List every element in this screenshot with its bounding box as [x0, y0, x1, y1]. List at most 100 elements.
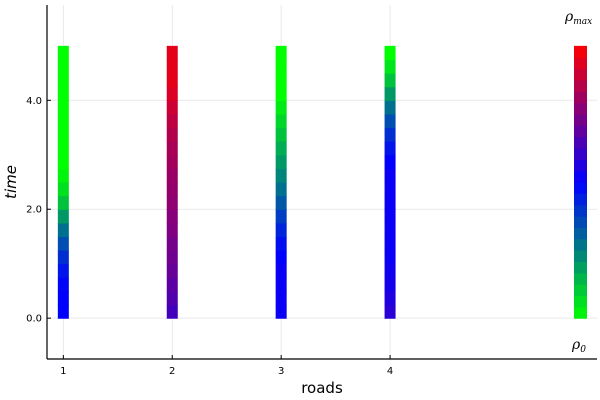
colorbar-cell	[574, 284, 587, 297]
density-cell	[275, 113, 287, 129]
density-cell	[384, 195, 396, 210]
colorbar-max-symbol: ρ	[564, 9, 574, 25]
colorbar-cell	[574, 102, 587, 115]
density-cell	[275, 209, 287, 224]
colorbar-cell	[574, 147, 587, 160]
density-cell	[384, 250, 396, 265]
density-cell	[57, 236, 69, 251]
ticks: 1 2 3 4 0.0 2.0 4.0	[26, 96, 393, 377]
colorbar-cell	[574, 306, 587, 319]
density-cell	[166, 263, 178, 278]
density-cell	[57, 127, 69, 142]
y-tick-label: 4.0	[26, 96, 42, 107]
x-tick-label: 1	[60, 366, 66, 377]
colorbar-cell	[574, 261, 587, 274]
density-cell	[166, 209, 178, 224]
density-cell	[275, 100, 287, 115]
density-cell	[166, 100, 178, 115]
colorbar-cell	[574, 79, 587, 92]
density-cell	[384, 73, 396, 88]
colorbar-min-label: ρ0	[571, 337, 586, 355]
density-cell	[275, 304, 287, 319]
density-cell	[166, 154, 178, 169]
y-axis-label: time	[2, 165, 20, 199]
density-cell	[275, 236, 287, 251]
density-cell	[166, 86, 178, 101]
density-cell	[275, 86, 287, 101]
density-cell	[384, 290, 396, 306]
density-cell	[166, 59, 178, 74]
density-cell	[166, 195, 178, 210]
density-cell	[57, 222, 69, 238]
x-tick-label: 4	[387, 366, 393, 377]
density-cell	[275, 154, 287, 169]
density-cell	[275, 277, 287, 292]
road-bar-3	[275, 45, 287, 319]
density-cell	[166, 127, 178, 142]
road-bar-2	[166, 45, 178, 319]
colorbar-cell	[574, 204, 587, 217]
density-cell	[275, 195, 287, 210]
density-cell	[166, 277, 178, 292]
density-cell	[166, 236, 178, 251]
density-cell	[384, 263, 396, 278]
density-cell	[57, 59, 69, 74]
density-cell	[384, 277, 396, 292]
density-cell	[275, 59, 287, 74]
density-cell	[384, 86, 396, 101]
density-cell	[384, 45, 396, 61]
density-cell	[166, 250, 178, 265]
colorbar-cell	[574, 216, 587, 228]
density-cell	[275, 73, 287, 88]
density-cell	[166, 290, 178, 306]
density-cell	[384, 182, 396, 197]
colorbar-cell	[574, 295, 587, 308]
density-cell	[384, 236, 396, 251]
density-cell	[384, 113, 396, 129]
density-cell	[384, 154, 396, 169]
colorbar-cell	[574, 57, 587, 70]
density-cell	[275, 222, 287, 238]
density-cell	[166, 73, 178, 88]
density-cell	[384, 59, 396, 74]
density-cell	[384, 168, 396, 183]
density-cell	[275, 182, 287, 197]
density-cell	[275, 168, 287, 183]
colorbar-cell	[574, 113, 587, 126]
density-cell	[57, 113, 69, 129]
density-cell	[275, 45, 287, 61]
road-bar-4	[384, 45, 396, 319]
density-cell	[57, 86, 69, 101]
x-tick-label: 3	[278, 366, 284, 377]
density-cell	[384, 222, 396, 238]
density-cell	[166, 141, 178, 156]
y-tick-label: 2.0	[26, 205, 42, 216]
colorbar-cell	[574, 193, 587, 206]
colorbar-cell	[574, 68, 587, 81]
colorbar-cell	[574, 227, 587, 240]
density-cell	[57, 250, 69, 265]
road-bars	[57, 45, 396, 319]
density-cell	[166, 182, 178, 197]
density-cell	[384, 141, 396, 156]
colorbar-cell	[574, 250, 587, 263]
density-cell	[166, 222, 178, 238]
density-cell	[57, 182, 69, 197]
density-cell	[57, 45, 69, 61]
colorbar-cell	[574, 136, 587, 149]
colorbar-cell	[574, 182, 587, 194]
density-cell	[57, 304, 69, 319]
colorbar-cell	[574, 125, 587, 138]
density-cell	[57, 73, 69, 88]
density-cell	[275, 250, 287, 265]
density-cell	[384, 100, 396, 115]
density-cell	[57, 290, 69, 306]
colorbar-cell	[574, 91, 587, 104]
colorbar	[574, 45, 587, 319]
density-cell	[275, 127, 287, 142]
colorbar-cell	[574, 238, 587, 251]
colorbar-max-subscript: max	[573, 17, 592, 27]
density-cell	[57, 141, 69, 156]
density-cell	[57, 263, 69, 278]
density-cell	[57, 100, 69, 115]
